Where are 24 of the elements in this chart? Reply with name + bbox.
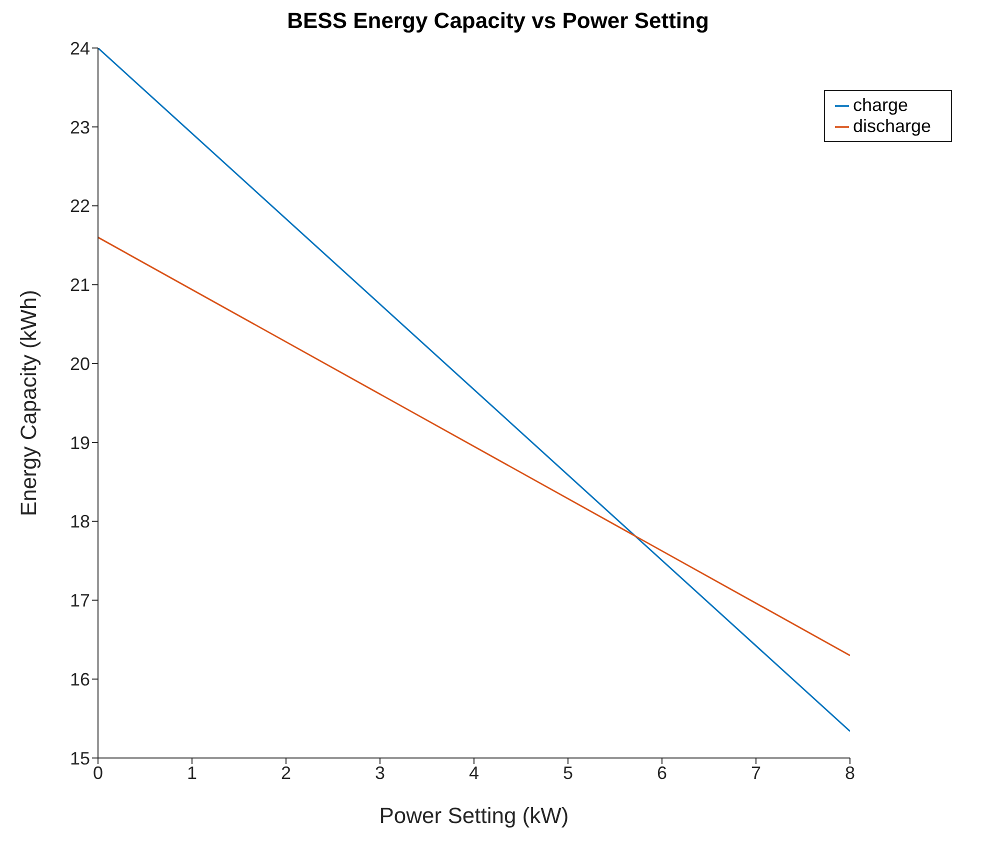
x-tick-label: 7 [750,762,761,783]
chart-title: BESS Energy Capacity vs Power Setting [286,8,710,35]
y-tick-label: 17 [70,590,90,611]
legend-label: discharge [852,116,931,136]
x-tick-label: 6 [656,762,667,783]
y-tick-label: 18 [70,512,90,532]
x-tick-label: 4 [468,762,479,783]
y-tick-label: 24 [70,38,90,58]
y-tick-label: 20 [70,354,90,374]
y-axis-title: Energy Capacity (kWh) [16,290,41,516]
x-tick-label: 2 [280,762,291,783]
y-tick-label: 21 [70,275,90,296]
y-tick-label: 15 [70,748,90,768]
x-tick-label: 3 [374,762,385,783]
x-tick-label: 8 [844,762,855,783]
x-axis-title: Power Setting (kW) [379,803,569,828]
y-tick-label: 19 [70,432,90,453]
y-tick-label: 22 [70,196,90,216]
x-tick-label: 1 [186,762,197,783]
x-tick-label: 5 [562,762,573,783]
x-tick-label: 0 [92,762,104,783]
y-tick-label: 16 [70,670,90,690]
y-tick-label: 23 [70,117,90,138]
legend-label: charge [852,95,908,115]
